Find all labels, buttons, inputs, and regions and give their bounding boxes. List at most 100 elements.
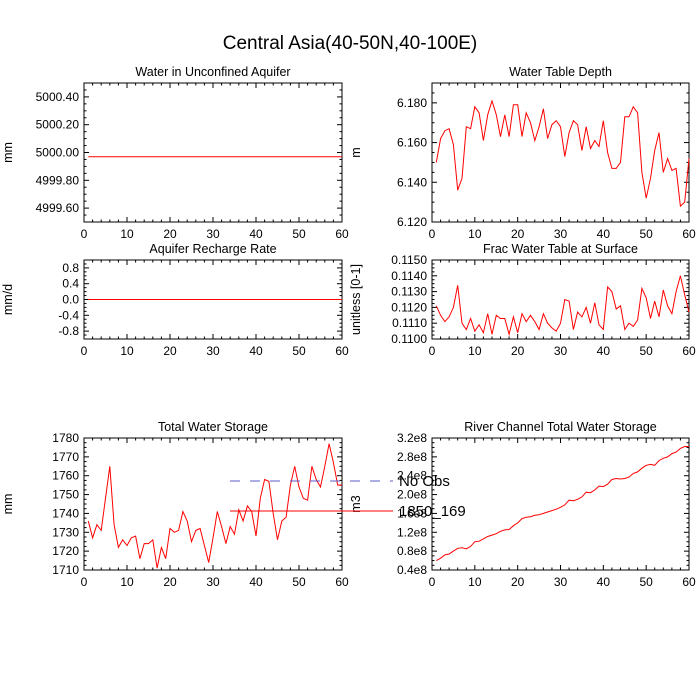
panel4-ytick-label: 0.1140 bbox=[391, 269, 427, 283]
panel6-series-line-1 bbox=[436, 446, 689, 562]
panel5-frame bbox=[83, 437, 343, 571]
panel6-ytick-label: 0.8e8 bbox=[397, 544, 427, 558]
panel5-ytick-label: 1780 bbox=[52, 431, 79, 445]
panel5-xtick-label: 50 bbox=[292, 575, 306, 589]
panel5-ytick-label: 1760 bbox=[52, 469, 79, 483]
panel5-xtick-label: 20 bbox=[163, 575, 177, 589]
panel2-ytick-label: 6.140 bbox=[397, 175, 427, 189]
panel1-ytick-label: 5000.40 bbox=[36, 90, 80, 104]
panel3-xtick-label: 30 bbox=[206, 344, 220, 358]
panel3-xtick-label: 20 bbox=[163, 344, 177, 358]
panel5-xtick-label: 30 bbox=[206, 575, 220, 589]
panel5-series-line-1 bbox=[87, 443, 342, 569]
panel1-xtick-label: 60 bbox=[335, 227, 349, 241]
panel4-xtick-label: 20 bbox=[511, 344, 525, 358]
panel5-ylabel: mm bbox=[1, 494, 15, 515]
panel6-xtick-label: 30 bbox=[554, 575, 568, 589]
panel5-ytick-label: 1710 bbox=[52, 563, 79, 577]
panel5-title: Total Water Storage bbox=[158, 420, 268, 434]
panel2-xtick-label: 40 bbox=[597, 227, 611, 241]
panel4-ytick-label: 0.1110 bbox=[392, 316, 427, 330]
panel3-ytick-label: -0.8 bbox=[58, 324, 79, 338]
panel1-ytick-label: 5000.00 bbox=[36, 146, 80, 160]
legend-label-1: No Obs bbox=[399, 473, 450, 490]
panel2-xtick-label: 60 bbox=[682, 227, 696, 241]
panel3-ytick-label: 0.8 bbox=[62, 261, 79, 275]
panel3-xtick-label: 10 bbox=[120, 344, 134, 358]
panel5-xtick-label: 0 bbox=[81, 575, 88, 589]
panel2-ytick-label: 6.160 bbox=[397, 136, 427, 150]
panel4-ytick-label: 0.1130 bbox=[391, 285, 427, 299]
panel6-xtick-label: 10 bbox=[468, 575, 482, 589]
panel4-xtick-label: 40 bbox=[597, 344, 611, 358]
panel2-xtick-label: 50 bbox=[639, 227, 653, 241]
panel4-series-line-1 bbox=[435, 275, 690, 337]
panel4-xtick-label: 0 bbox=[429, 344, 436, 358]
panel2-xtick-label: 30 bbox=[554, 227, 568, 241]
panel1-xtick-label: 30 bbox=[206, 227, 220, 241]
panel4-xtick-label: 50 bbox=[639, 344, 653, 358]
panel1-xtick-label: 20 bbox=[163, 227, 177, 241]
panel5-xtick-label: 60 bbox=[335, 575, 349, 589]
panel6-ytick-label: 3.2e8 bbox=[397, 431, 427, 445]
panel2-series-line-1 bbox=[435, 99, 690, 208]
panel3-xtick-label: 60 bbox=[335, 344, 349, 358]
panel6-title: River Channel Total Water Storage bbox=[464, 420, 657, 434]
panel6-xtick-label: 20 bbox=[511, 575, 525, 589]
panel2-xtick-label: 0 bbox=[429, 227, 436, 241]
panel6-xtick-label: 60 bbox=[682, 575, 696, 589]
panel2-frame bbox=[431, 82, 690, 223]
panel2-xtick-label: 10 bbox=[468, 227, 482, 241]
panel3-xtick-label: 40 bbox=[249, 344, 263, 358]
panel3-ytick-label: 0.0 bbox=[62, 293, 79, 307]
panel5-ytick-label: 1770 bbox=[52, 450, 79, 464]
panel4-title: Frac Water Table at Surface bbox=[483, 242, 638, 256]
panel4-ytick-label: 0.1100 bbox=[391, 332, 427, 346]
panel3-ylabel: mm/d bbox=[1, 284, 15, 315]
panel5-xtick-label: 10 bbox=[120, 575, 134, 589]
panel5-ytick-label: 1730 bbox=[52, 525, 79, 539]
panel6-xtick-label: 0 bbox=[429, 575, 436, 589]
panel4-xtick-label: 30 bbox=[554, 344, 568, 358]
panel6-ytick-label: 0.4e8 bbox=[397, 563, 427, 577]
panel2-ytick-label: 6.180 bbox=[397, 96, 427, 110]
panel2-xtick-label: 20 bbox=[511, 227, 525, 241]
panel1-xtick-label: 40 bbox=[249, 227, 263, 241]
panel6-xtick-label: 40 bbox=[597, 575, 611, 589]
panel6-ytick-label: 2.4e8 bbox=[397, 469, 427, 483]
panel3-ytick-label: 0.4 bbox=[62, 277, 79, 291]
panel1-ytick-label: 5000.20 bbox=[36, 118, 80, 132]
legend-label-2: 1850_169 bbox=[399, 503, 466, 520]
panel6-ytick-label: 1.6e8 bbox=[397, 506, 427, 520]
panel6-xtick-label: 50 bbox=[639, 575, 653, 589]
panel3-xtick-label: 50 bbox=[292, 344, 306, 358]
panel1-xtick-label: 0 bbox=[81, 227, 88, 241]
panel4-ylabel: unitless [0-1] bbox=[349, 264, 363, 335]
panel1-xtick-label: 50 bbox=[292, 227, 306, 241]
panel3-ytick-label: -0.4 bbox=[58, 308, 79, 322]
panel4-xtick-label: 10 bbox=[468, 344, 482, 358]
panel3-xtick-label: 0 bbox=[81, 344, 88, 358]
panel6-ytick-label: 2.8e8 bbox=[397, 450, 427, 464]
panel5-xtick-label: 40 bbox=[249, 575, 263, 589]
panel5-ytick-label: 1750 bbox=[52, 488, 79, 502]
panel1-ytick-label: 4999.60 bbox=[36, 201, 80, 215]
panel5-ytick-label: 1720 bbox=[52, 544, 79, 558]
panel6-ytick-label: 1.2e8 bbox=[397, 525, 427, 539]
panel4-ytick-label: 0.1150 bbox=[391, 253, 427, 267]
panel2-ytick-label: 6.120 bbox=[397, 215, 427, 229]
panel6-ylabel: m3 bbox=[349, 495, 363, 512]
panel4-frame bbox=[431, 259, 690, 340]
panel1-title: Water in Unconfined Aquifer bbox=[135, 65, 290, 79]
panel6-frame bbox=[431, 437, 690, 571]
panel5-ytick-label: 1740 bbox=[52, 506, 79, 520]
panel2-ylabel: m bbox=[349, 147, 363, 157]
panel4-ytick-label: 0.1120 bbox=[391, 300, 427, 314]
panel6-ytick-label: 2.0e8 bbox=[397, 488, 427, 502]
panel1-frame bbox=[83, 82, 343, 223]
panel2-title: Water Table Depth bbox=[509, 65, 612, 79]
panel4-xtick-label: 60 bbox=[682, 344, 696, 358]
panel1-ylabel: mm bbox=[1, 142, 15, 163]
figure-title: Central Asia(40-50N,40-100E) bbox=[222, 33, 478, 54]
